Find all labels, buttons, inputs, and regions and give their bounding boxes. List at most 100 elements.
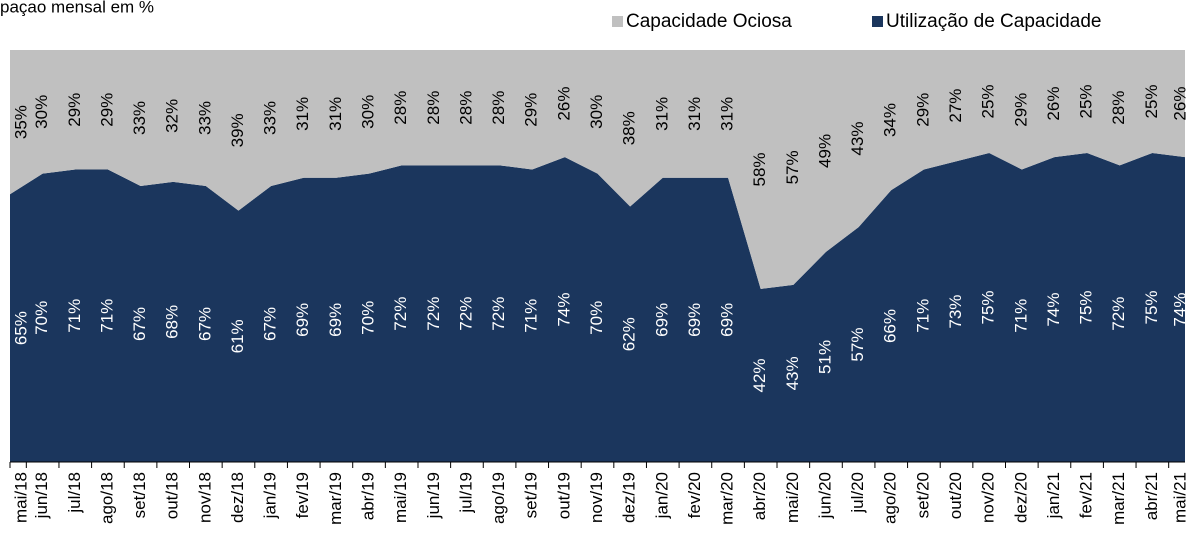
data-label: 25%	[1142, 84, 1161, 118]
data-label: 68%	[163, 305, 182, 339]
x-tick-label: set/18	[130, 472, 149, 518]
data-label: 69%	[652, 303, 671, 337]
data-label: 31%	[652, 97, 671, 131]
legend-swatch	[612, 16, 623, 27]
x-tick-label: out/18	[163, 472, 182, 519]
data-label: 29%	[1011, 93, 1030, 127]
x-tick-label: jan/21	[1044, 472, 1063, 519]
data-label: 69%	[293, 303, 312, 337]
x-tick-label: nov/19	[587, 472, 606, 523]
data-label: 29%	[522, 93, 541, 127]
x-tick-label: dez/19	[620, 472, 639, 523]
data-label: 75%	[1142, 290, 1161, 324]
x-tick-label: ago/19	[489, 472, 508, 524]
data-label: 30%	[359, 95, 378, 129]
area	[10, 50, 1185, 289]
x-tick-label: mai/21	[1170, 472, 1189, 523]
data-label: 69%	[718, 303, 737, 337]
data-label: 31%	[326, 97, 345, 131]
data-label: 33%	[261, 101, 280, 135]
x-tick-label: jul/18	[65, 472, 84, 514]
data-label: 30%	[32, 95, 51, 129]
x-tick-label: fev/21	[1077, 472, 1096, 518]
x-tick-label: jun/18	[32, 472, 51, 519]
x-tick-label: dez/20	[1011, 472, 1030, 523]
x-tick-label: jan/20	[652, 472, 671, 519]
data-label: 57%	[848, 328, 867, 362]
data-label: 67%	[195, 307, 214, 341]
data-label: 61%	[228, 319, 247, 353]
data-label: 71%	[913, 299, 932, 333]
data-label: 57%	[783, 150, 802, 184]
data-label: 66%	[881, 309, 900, 343]
x-tick-label: jun/20	[815, 472, 834, 519]
data-label: 28%	[456, 91, 475, 125]
x-tick-label: ago/20	[881, 472, 900, 524]
x-tick-label: nov/20	[979, 472, 998, 523]
data-label: 33%	[130, 101, 149, 135]
data-label: 33%	[195, 101, 214, 135]
data-label: 70%	[32, 301, 51, 335]
area	[10, 153, 1185, 462]
data-label: 30%	[587, 95, 606, 129]
legend-label: Utilização de Capacidade	[886, 11, 1101, 32]
legend-swatch	[872, 16, 883, 27]
data-label: 75%	[1077, 290, 1096, 324]
data-label: 70%	[587, 301, 606, 335]
data-label: 28%	[391, 91, 410, 125]
data-label: 35%	[11, 105, 30, 139]
x-tick-label: out/19	[554, 472, 573, 519]
x-tick-label: abr/21	[1142, 472, 1161, 520]
data-label: 25%	[1077, 84, 1096, 118]
data-label: 69%	[326, 303, 345, 337]
x-tick-label: mai/19	[391, 472, 410, 523]
x-tick-label: fev/19	[293, 472, 312, 518]
data-label: 72%	[456, 297, 475, 331]
x-tick-label: jun/19	[424, 472, 443, 519]
data-label: 71%	[522, 299, 541, 333]
data-label: 31%	[685, 97, 704, 131]
x-tick-label: abr/19	[359, 472, 378, 520]
data-label: 65%	[11, 311, 30, 345]
data-label: 74%	[1044, 293, 1063, 327]
data-label: 70%	[359, 301, 378, 335]
data-label: 28%	[424, 91, 443, 125]
data-label: 67%	[261, 307, 280, 341]
data-label: 67%	[130, 307, 149, 341]
data-label: 74%	[554, 293, 573, 327]
data-label: 73%	[946, 295, 965, 329]
chart-subtitle: paçao mensal em %	[0, 0, 154, 16]
data-label: 27%	[946, 89, 965, 123]
data-label: 71%	[1011, 299, 1030, 333]
x-tick-label: set/19	[522, 472, 541, 518]
data-label: 26%	[1044, 87, 1063, 121]
data-label: 28%	[489, 91, 508, 125]
data-label: 71%	[65, 299, 84, 333]
x-tick-label: mar/21	[1109, 472, 1128, 525]
data-label: 72%	[1109, 297, 1128, 331]
x-tick-label: ago/18	[97, 472, 116, 524]
data-label: 42%	[750, 358, 769, 392]
x-tick-label: mar/19	[326, 472, 345, 525]
data-label: 34%	[881, 103, 900, 137]
data-label: 28%	[1109, 91, 1128, 125]
data-label: 31%	[293, 97, 312, 131]
x-tick-label: nov/18	[195, 472, 214, 523]
data-label: 75%	[979, 290, 998, 324]
data-label: 51%	[815, 340, 834, 374]
x-tick-label: jul/19	[456, 472, 475, 514]
x-tick-label: mai/18	[11, 472, 30, 523]
data-label: 43%	[848, 122, 867, 156]
x-tick-label: mai/20	[783, 472, 802, 523]
x-tick-label: jul/20	[848, 472, 867, 514]
data-label: 71%	[97, 299, 116, 333]
data-label: 72%	[424, 297, 443, 331]
x-tick-label: set/20	[913, 472, 932, 518]
data-label: 29%	[65, 93, 84, 127]
data-label: 74%	[1170, 293, 1189, 327]
data-label: 43%	[783, 356, 802, 390]
data-label: 39%	[228, 113, 247, 147]
x-tick-label: jan/19	[261, 472, 280, 519]
data-label: 72%	[489, 297, 508, 331]
